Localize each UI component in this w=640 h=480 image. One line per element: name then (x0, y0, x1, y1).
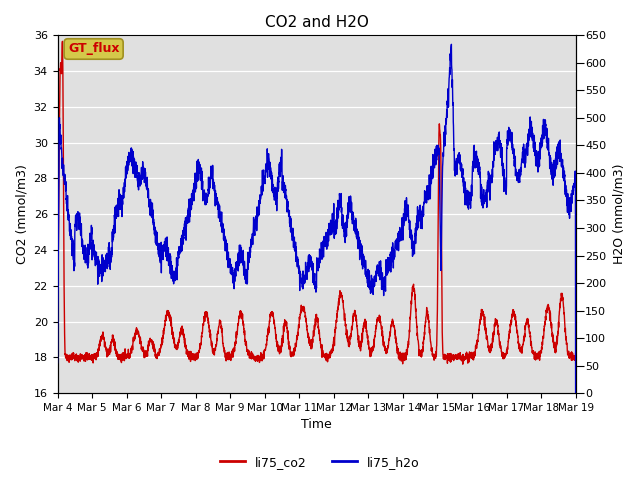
Y-axis label: CO2 (mmol/m3): CO2 (mmol/m3) (15, 164, 28, 264)
Y-axis label: H2O (mmol/m3): H2O (mmol/m3) (612, 164, 625, 264)
Legend: li75_co2, li75_h2o: li75_co2, li75_h2o (215, 451, 425, 474)
Text: GT_flux: GT_flux (68, 43, 120, 56)
X-axis label: Time: Time (301, 419, 332, 432)
Title: CO2 and H2O: CO2 and H2O (264, 15, 369, 30)
